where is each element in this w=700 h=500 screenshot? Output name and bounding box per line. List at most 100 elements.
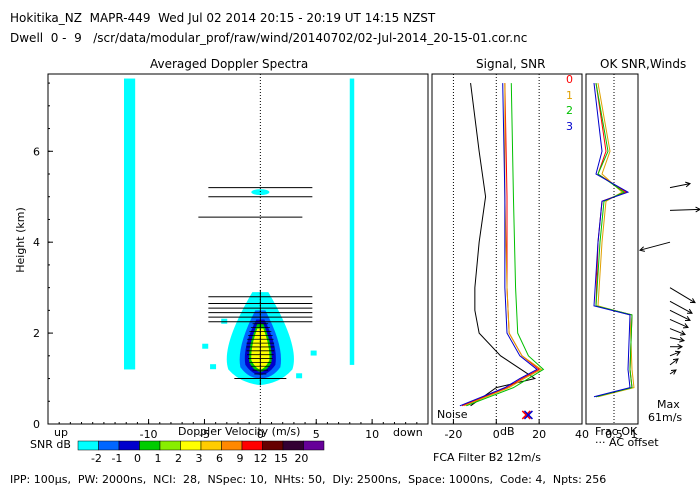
wind-arrowhead-3 xyxy=(689,298,696,304)
wind-arrowhead-8 xyxy=(679,336,686,343)
colorbar-cell-3 xyxy=(139,440,161,451)
signal-plot: -20 0 20 40 xyxy=(444,74,589,441)
wind-arrow-5 xyxy=(669,309,691,321)
colorbar-label-6: 6 xyxy=(216,452,223,465)
colorbar-cell-5 xyxy=(180,440,202,451)
wind-arrowhead-10 xyxy=(674,350,681,356)
snr-db-label: SNR dB xyxy=(30,438,71,451)
wind-arrow-8 xyxy=(669,337,685,342)
signal-x-tick-label-3: 40 xyxy=(575,428,589,441)
beam-label-1: 1 xyxy=(566,89,573,102)
x-tick-label-1: -5 xyxy=(199,428,210,441)
clutter-band-1 xyxy=(349,78,355,365)
x-tick-label-4: 10 xyxy=(365,428,379,441)
signal-series-beam1 xyxy=(463,83,543,407)
fca-filter-label: FCA Filter B2 12m/s xyxy=(433,451,541,464)
beam-label-3: 3 xyxy=(566,120,573,133)
ok-series-beam1 xyxy=(597,83,635,398)
signal-x-tick-label-0: -20 xyxy=(444,428,462,441)
signal-frame xyxy=(431,73,583,425)
colorbar-cell-0 xyxy=(77,440,99,451)
wind-arrowhead-9 xyxy=(677,343,684,350)
radar-params: IPP: 100µs, PW: 2000ns, NCI: 28, NSpec: … xyxy=(10,473,607,486)
header-file-path: Dwell 0 - 9 /scr/data/modular_prof/raw/w… xyxy=(10,31,528,45)
ac-offset-label: ··· AC offset xyxy=(595,436,659,449)
beam-label-0: 0 xyxy=(566,73,573,86)
colorbar-label-0: -2 xyxy=(91,452,102,465)
ok-x-tick-label-0: 0.5 xyxy=(605,428,623,441)
wind-arrowhead-12 xyxy=(670,369,677,375)
echo-speckle-3 xyxy=(296,373,303,379)
wind-arrowhead-0 xyxy=(685,181,692,188)
echo-speckle-1 xyxy=(210,364,217,370)
colorbar-cell-11 xyxy=(303,440,325,451)
colorbar-label-10: 20 xyxy=(294,452,308,465)
echo-speckle-2 xyxy=(310,350,317,356)
signal-x-tick-label-1: 0 xyxy=(493,428,500,441)
wind-arrow-4 xyxy=(669,300,693,314)
ok-plot: 0.5 1 xyxy=(593,74,700,441)
spectra-heatmap xyxy=(124,74,355,424)
colorbar-cell-10 xyxy=(282,440,304,451)
signal-title: Signal, SNR xyxy=(476,57,546,71)
ok-series-beam2 xyxy=(595,83,633,398)
wind-arrowhead-11 xyxy=(672,358,679,364)
wind-arrow-0 xyxy=(669,183,691,189)
signal-series-beam3 xyxy=(459,83,538,407)
signal-x-label: dB xyxy=(500,425,515,438)
clutter-band-0 xyxy=(124,78,136,370)
noise-marker-0 xyxy=(521,410,531,420)
colorbar-label-5: 3 xyxy=(195,452,202,465)
colorbar-label-8: 12 xyxy=(253,452,267,465)
wind-arrow-7 xyxy=(669,328,686,336)
colorbar-cell-1 xyxy=(98,440,120,451)
wind-arrowhead-2 xyxy=(638,246,645,252)
x-tick-label-0: -10 xyxy=(140,428,158,441)
max-value: 61m/s xyxy=(648,411,683,424)
colorbar-cell-8 xyxy=(241,440,263,451)
wind-arrow-2 xyxy=(639,241,671,251)
spectra-axes: -10 -5 0 5 10 0 2 4 6 xyxy=(33,82,418,441)
wind-arrow-3 xyxy=(669,287,696,304)
x-axis-label: Doppler Velocity (m/s) xyxy=(178,425,301,438)
echo-upper xyxy=(251,189,270,196)
colorbar-cell-7 xyxy=(221,440,243,451)
up-label: up xyxy=(54,426,68,439)
snr-colorbar: -2 -1 0 1 2 3 6 9 12 15 20 xyxy=(77,440,325,465)
y-tick-label-1: 2 xyxy=(33,327,40,340)
down-label: down xyxy=(393,426,423,439)
noise-label: Noise xyxy=(437,408,468,421)
colorbar-label-2: 0 xyxy=(134,452,141,465)
frac-ok-label: Frac OK xyxy=(595,425,638,438)
colorbar-label-3: 1 xyxy=(154,452,161,465)
colorbar-cell-2 xyxy=(118,440,140,451)
echo-speckle-0 xyxy=(202,343,209,349)
wind-arrowhead-4 xyxy=(686,308,693,314)
colorbar-label-9: 15 xyxy=(274,452,288,465)
wind-arrowhead-6 xyxy=(682,323,689,329)
ok-frame xyxy=(585,73,639,425)
ok-x-tick-label-1: 1 xyxy=(631,428,638,441)
wind-arrowhead-7 xyxy=(679,330,686,336)
wind-arrow-6 xyxy=(669,318,689,328)
wind-arrow-11 xyxy=(669,358,679,366)
colorbar-label-7: 9 xyxy=(236,452,243,465)
wind-arrow-1 xyxy=(669,208,700,211)
y-axis-label: Height (km) xyxy=(14,207,27,273)
signal-series-signal xyxy=(470,83,537,407)
colorbar-label-4: 2 xyxy=(175,452,182,465)
colorbar-cell-4 xyxy=(159,440,181,451)
y-tick-label-0: 0 xyxy=(33,418,40,431)
colorbar-cell-6 xyxy=(200,440,222,451)
signal-series-beam0 xyxy=(461,83,541,407)
spectra-title: Averaged Doppler Spectra xyxy=(150,57,309,71)
wind-arrowhead-1 xyxy=(695,206,700,213)
colorbar-cell-9 xyxy=(262,440,284,451)
y-tick-label-3: 6 xyxy=(33,145,40,158)
x-tick-label-3: 5 xyxy=(313,428,320,441)
ok-title: OK SNR,Winds xyxy=(600,57,687,71)
x-tick-label-2: 0 xyxy=(257,428,264,441)
colorbar-label-1: -1 xyxy=(111,452,122,465)
wind-arrowhead-5 xyxy=(684,315,691,322)
